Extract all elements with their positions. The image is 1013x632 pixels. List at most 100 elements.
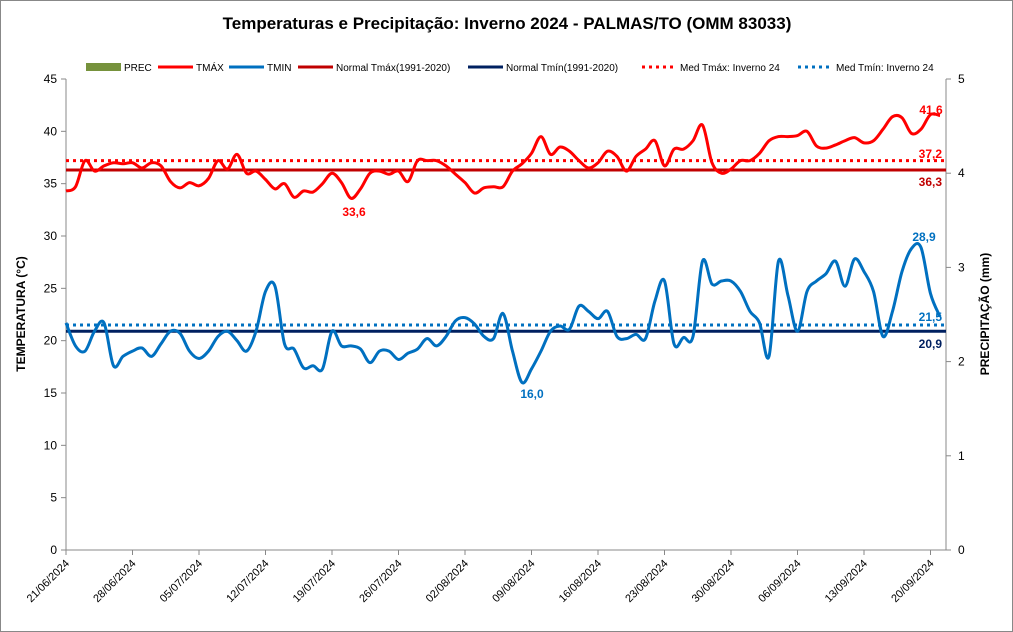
tmin-point (255, 330, 258, 333)
y-tick-label: 45 (44, 72, 58, 86)
data-label: 37,2 (919, 147, 943, 161)
x-tick-label: 12/07/2024 (224, 558, 271, 605)
legend-item: PREC (86, 63, 152, 74)
tmax-point (340, 181, 343, 184)
tmin-point (378, 350, 381, 353)
tmax-series-line (65, 112, 941, 200)
tmin-point (796, 330, 799, 333)
tmin-point (369, 361, 372, 364)
tmax-point (426, 159, 429, 162)
tmax-point (65, 189, 68, 192)
tmin-point (920, 246, 923, 249)
tmin-point (587, 310, 590, 313)
tmin-point (454, 319, 457, 322)
tmax-point (796, 134, 799, 137)
tmax-point (853, 136, 856, 139)
legend-item: Med Tmáx: Inverno 24 (642, 63, 780, 74)
tmax-point (445, 164, 448, 167)
tmax-point (435, 159, 438, 162)
tmax-point (806, 130, 809, 133)
tmax-point (454, 173, 457, 176)
tmin-point (635, 333, 638, 336)
tmax-point (226, 168, 229, 171)
tmin-point (701, 260, 704, 263)
tmin-point (901, 270, 904, 273)
tmin-point (502, 312, 505, 315)
y-axis-label: TEMPERATURA (°C) (14, 256, 28, 371)
tmax-point (654, 139, 657, 142)
tmax-point (416, 159, 419, 162)
tmin-point (882, 335, 885, 338)
tmax-point (169, 180, 172, 183)
tmin-point (340, 344, 343, 347)
tmin-point (150, 355, 153, 358)
tmin-point (160, 342, 163, 345)
tmin-point (891, 310, 894, 313)
tmax-point (787, 135, 790, 138)
tmin-point (768, 355, 771, 358)
tmax-point (644, 148, 647, 151)
tmin-point (644, 337, 647, 340)
tmin-point (321, 367, 324, 370)
tmin-point (236, 339, 239, 342)
tmax-point (369, 172, 372, 175)
tmax-point (606, 150, 609, 153)
tmax-point (207, 177, 210, 180)
tmin-point (492, 337, 495, 340)
tmin-point (521, 381, 524, 384)
legend-label: Normal Tmín(1991-2020) (506, 63, 618, 74)
tmax-point (872, 139, 875, 142)
tmin-point (312, 364, 315, 367)
tmax-point (825, 147, 828, 150)
tmin-point (226, 330, 229, 333)
tmax-point (217, 159, 220, 162)
tmin-point (464, 316, 467, 319)
tmin-point (758, 321, 761, 324)
tmin-point (112, 364, 115, 367)
tmin-point (597, 317, 600, 320)
tmin-point (625, 337, 628, 340)
tmax-point (397, 170, 400, 173)
y-tick-label: 5 (50, 491, 57, 505)
y-tick-label: 40 (44, 124, 58, 138)
tmax-point (464, 181, 467, 184)
tmin-point (359, 348, 362, 351)
tmax-point (350, 197, 353, 200)
x-tick-label: 20/09/2024 (889, 558, 936, 605)
data-label: 33,6 (342, 205, 366, 219)
tmin-point (749, 310, 752, 313)
tmin-point (787, 294, 790, 297)
tmax-point (521, 162, 524, 165)
tmax-point (179, 186, 182, 189)
tmin-point (207, 350, 210, 353)
tmin-point (777, 260, 780, 263)
tmin-point (416, 348, 419, 351)
tmax-point (758, 152, 761, 155)
tmax-point (188, 181, 191, 184)
tmax-point (891, 115, 894, 118)
legend-item: TMIN (229, 63, 291, 74)
tmax-point (568, 150, 571, 153)
tmax-point (198, 184, 201, 187)
tmax-point (711, 161, 714, 164)
y-tick-label: 25 (44, 281, 58, 295)
tmax-point (844, 139, 847, 142)
tmin-point (720, 280, 723, 283)
tmin-point (825, 272, 828, 275)
legend-item: Med Tmín: Inverno 24 (798, 63, 934, 74)
tmin-point (93, 330, 96, 333)
tmin-point (863, 270, 866, 273)
tmax-point (378, 170, 381, 173)
tmax-point (682, 148, 685, 151)
x-tick-label: 05/07/2024 (158, 558, 205, 605)
tmin-point (540, 350, 543, 353)
tmax-point (863, 141, 866, 144)
tmax-point (150, 161, 153, 164)
tmax-point (141, 166, 144, 169)
tmax-point (739, 159, 742, 162)
tmin-point (169, 330, 172, 333)
y-tick-label: 30 (44, 229, 58, 243)
tmin-point (530, 367, 533, 370)
tmax-point (730, 168, 733, 171)
